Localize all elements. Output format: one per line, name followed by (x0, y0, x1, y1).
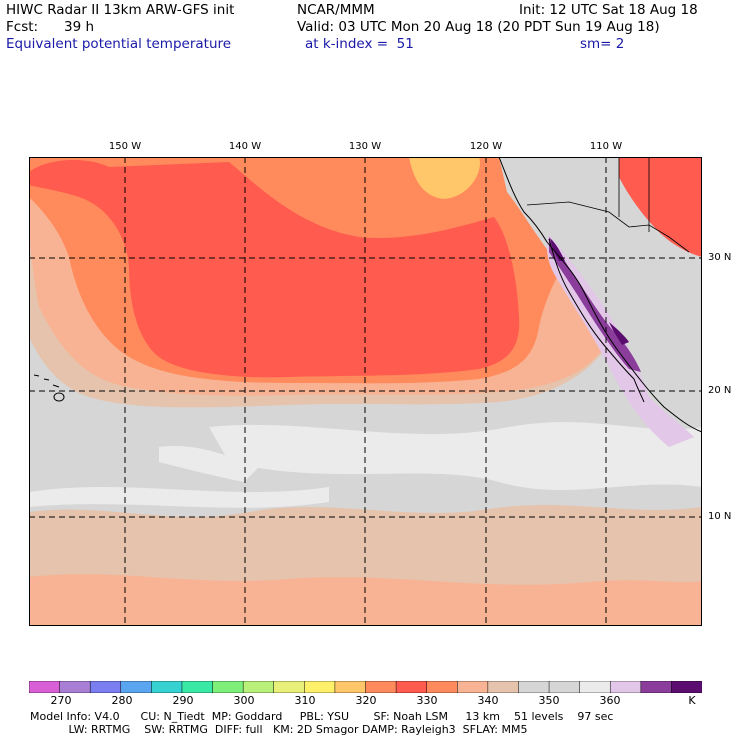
model-info-line1: Model Info: V4.0 CU: N_Tiedt MP: Goddard… (30, 710, 614, 723)
colorbar-swatch (151, 681, 183, 693)
hawaii-big-island (53, 392, 65, 402)
state-borders (618, 157, 650, 232)
colorbar-swatch (609, 681, 642, 693)
colorbar (29, 681, 702, 693)
lon-label-150w: 150 W (108, 141, 142, 152)
lon-label-140w: 140 W (228, 141, 262, 152)
colorbar-swatch (518, 681, 550, 693)
colorbar-swatch (395, 681, 428, 693)
model-info-line2: LW: RRTMG SW: RRTMG DIFF: full KM: 2D Sm… (30, 723, 528, 736)
cbar-label-310: 310 (294, 694, 316, 707)
dark-purple-spot-2 (609, 322, 629, 345)
field-name: Equivalent potential temperature (6, 36, 232, 52)
tropic-streak-1 (29, 487, 329, 508)
lon-label-130w: 130 W (348, 141, 382, 152)
us-mexico-border (526, 201, 690, 253)
yellow-patch (409, 157, 480, 199)
organization: NCAR/MMM (297, 2, 375, 18)
colorbar-swatch (89, 681, 122, 693)
colorbar-swatch (212, 681, 244, 693)
cbar-label-290: 290 (172, 694, 194, 707)
colorbar-swatch (334, 681, 367, 693)
cbar-label-360: 360 (599, 694, 621, 707)
lon-label-120w: 120 W (469, 141, 503, 152)
colorbar-swatch (457, 681, 489, 693)
lat-label-20n: 20 N (708, 385, 732, 396)
colorbar-swatch (304, 681, 336, 693)
cbar-unit: K (688, 694, 696, 707)
graticule (29, 157, 702, 626)
colorbar-swatch (671, 681, 702, 693)
colorbar-swatch (426, 681, 459, 693)
cbar-label-300: 300 (233, 694, 255, 707)
colorbar-swatch (29, 681, 61, 693)
cbar-label-270: 270 (50, 694, 72, 707)
tropic-streak-3 (159, 446, 259, 482)
cbar-label-320: 320 (355, 694, 377, 707)
colorbar-swatch (365, 681, 397, 693)
cbar-label-340: 340 (477, 694, 499, 707)
cbar-label-330: 330 (416, 694, 438, 707)
theta-e-map (29, 157, 702, 626)
cbar-label-280: 280 (111, 694, 133, 707)
forecast-label: Fcst: (6, 19, 39, 35)
hot-band-region (29, 160, 520, 378)
colorbar-swatch (579, 681, 611, 693)
init-time: Init: 12 UTC Sat 18 Aug 18 (519, 2, 698, 18)
cbar-label-350: 350 (538, 694, 560, 707)
model-title: HIWC Radar II 13km ARW-GFS init (6, 2, 235, 18)
hawaii-islands (33, 374, 60, 388)
valid-time: Valid: 03 UTC Mon 20 Aug 18 (20 PDT Sun … (297, 19, 660, 35)
smoothing: sm= 2 (580, 36, 625, 52)
lat-label-10n: 10 N (708, 511, 732, 522)
colorbar-swatch (181, 681, 214, 693)
colorbar-swatch (273, 681, 306, 693)
lat-label-30n: 30 N (708, 252, 732, 263)
level-index: at k-index = 51 (305, 36, 414, 52)
colorbar-swatch (640, 681, 673, 693)
dark-purple-spot (551, 239, 565, 261)
forecast-hours: 39 h (64, 19, 95, 35)
colorbar-swatch (548, 681, 581, 693)
map-frame (29, 157, 702, 626)
colorbar-swatch (120, 681, 153, 693)
lon-label-110w: 110 W (589, 141, 623, 152)
coastline (498, 157, 702, 433)
tropic-streak-2 (209, 422, 702, 491)
colorbar-swatch (487, 681, 520, 693)
colorbar-swatch (242, 681, 275, 693)
baja-coastline (548, 238, 645, 403)
colorbar-swatch (59, 681, 91, 693)
us-southwest-hot (619, 157, 702, 257)
